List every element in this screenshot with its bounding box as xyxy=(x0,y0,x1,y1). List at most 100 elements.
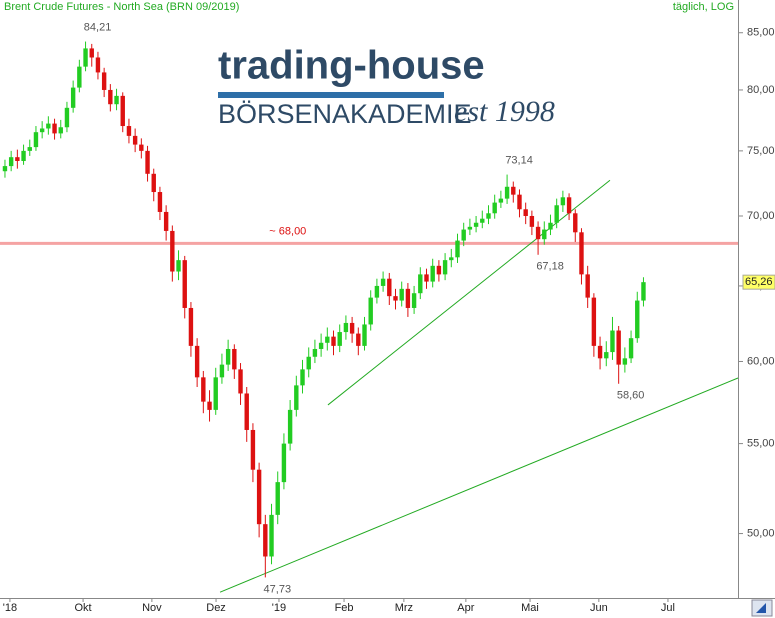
candle-body xyxy=(492,202,497,214)
candle-body xyxy=(535,226,541,240)
candle-body xyxy=(411,293,417,308)
candle-body xyxy=(232,348,237,370)
candle-body xyxy=(560,197,566,206)
candle-body xyxy=(399,288,404,301)
corner-icon xyxy=(756,603,766,613)
candle-body xyxy=(225,348,231,365)
candle-body xyxy=(244,393,249,430)
candle-body xyxy=(300,369,305,386)
candle-body xyxy=(188,307,194,346)
candle-body xyxy=(2,166,8,172)
candle-body xyxy=(368,297,373,325)
candle-body xyxy=(139,144,144,151)
candle-body xyxy=(256,469,262,525)
candle-body xyxy=(430,265,435,282)
candle-body xyxy=(132,135,138,145)
candle-body xyxy=(467,226,473,230)
annotation: 47,73 xyxy=(264,583,292,595)
chart-subtitle: täglich, LOG xyxy=(673,1,734,13)
candle-body xyxy=(176,260,181,272)
candle-body xyxy=(511,186,516,195)
candle-body xyxy=(331,336,336,346)
candle-body xyxy=(374,285,380,298)
y-tick-label: 85,00 xyxy=(747,27,775,39)
candle-body xyxy=(498,198,504,203)
candle-body xyxy=(108,89,113,105)
candle-body xyxy=(387,278,392,297)
y-tick-label: 80,00 xyxy=(747,84,775,96)
candle-body xyxy=(635,300,640,339)
candle-body xyxy=(455,240,460,258)
candle-body xyxy=(325,336,330,343)
x-tick-label: Jun xyxy=(590,602,608,614)
candle-body xyxy=(597,345,603,359)
candle-body xyxy=(77,66,82,88)
candle-body xyxy=(641,282,646,301)
x-tick-label: '19 xyxy=(272,602,286,614)
candle-body xyxy=(194,345,200,378)
candle-body xyxy=(566,197,572,214)
candle-body xyxy=(473,222,479,227)
candle-body xyxy=(101,72,107,90)
x-tick-label: Mrz xyxy=(395,602,413,614)
candle-body xyxy=(207,401,212,410)
candle-body xyxy=(151,173,156,193)
candle-body xyxy=(64,107,70,128)
candle-body xyxy=(548,222,553,230)
last-price-label: 65,26 xyxy=(745,276,773,288)
candle-body xyxy=(182,260,187,308)
candle-body xyxy=(238,369,243,394)
candle-body xyxy=(529,215,535,227)
candle-body xyxy=(46,123,51,129)
candle-body xyxy=(628,338,634,359)
candle-body xyxy=(486,213,491,219)
candle-body xyxy=(442,260,448,275)
candle-body xyxy=(449,257,454,261)
candle-body xyxy=(219,364,225,378)
candle-body xyxy=(52,123,57,134)
trendline xyxy=(327,179,611,406)
candle-body xyxy=(604,352,609,359)
trendline xyxy=(219,377,739,593)
candle-body xyxy=(39,128,45,133)
candle-body xyxy=(83,48,88,67)
candle-body xyxy=(287,409,293,444)
candle-body xyxy=(145,150,150,174)
candle-body xyxy=(269,514,274,557)
candle-body xyxy=(405,288,411,308)
candle-body xyxy=(201,377,206,402)
candle-body xyxy=(8,157,14,167)
chart-title: Brent Crude Futures - North Sea (BRN 09/… xyxy=(4,1,239,13)
x-tick-label: Mai xyxy=(521,602,539,614)
x-tick-label: Apr xyxy=(457,602,474,614)
annotation: 73,14 xyxy=(505,154,533,166)
candle-body xyxy=(349,322,355,334)
x-tick-label: Feb xyxy=(335,602,354,614)
horizontal-line-label: ~ 68,00 xyxy=(269,225,306,237)
candle-body xyxy=(356,333,361,346)
candle-body xyxy=(622,358,628,365)
candle-body xyxy=(306,356,311,370)
candle-body xyxy=(70,87,76,108)
candle-body xyxy=(337,332,342,346)
candle-body xyxy=(418,274,423,294)
candle-body xyxy=(480,218,485,223)
logo: trading-house BÖRSENAKADEMIE est 1998 xyxy=(218,44,555,129)
candle-body xyxy=(504,186,510,199)
candle-body xyxy=(250,429,256,470)
x-tick-label: Jul xyxy=(661,602,675,614)
x-tick-label: Dez xyxy=(206,602,226,614)
annotation: 58,60 xyxy=(617,390,645,402)
logo-est: est 1998 xyxy=(454,95,555,128)
candle-body xyxy=(275,482,280,515)
last-price-box xyxy=(742,274,775,290)
candle-body xyxy=(281,443,287,483)
x-tick-label: Okt xyxy=(75,602,92,614)
candle-body xyxy=(294,385,299,410)
candle-body xyxy=(591,297,597,346)
logo-subtitle: BÖRSENAKADEMIE xyxy=(218,99,472,129)
y-tick-label: 75,00 xyxy=(747,145,775,157)
candle-body xyxy=(461,229,466,241)
